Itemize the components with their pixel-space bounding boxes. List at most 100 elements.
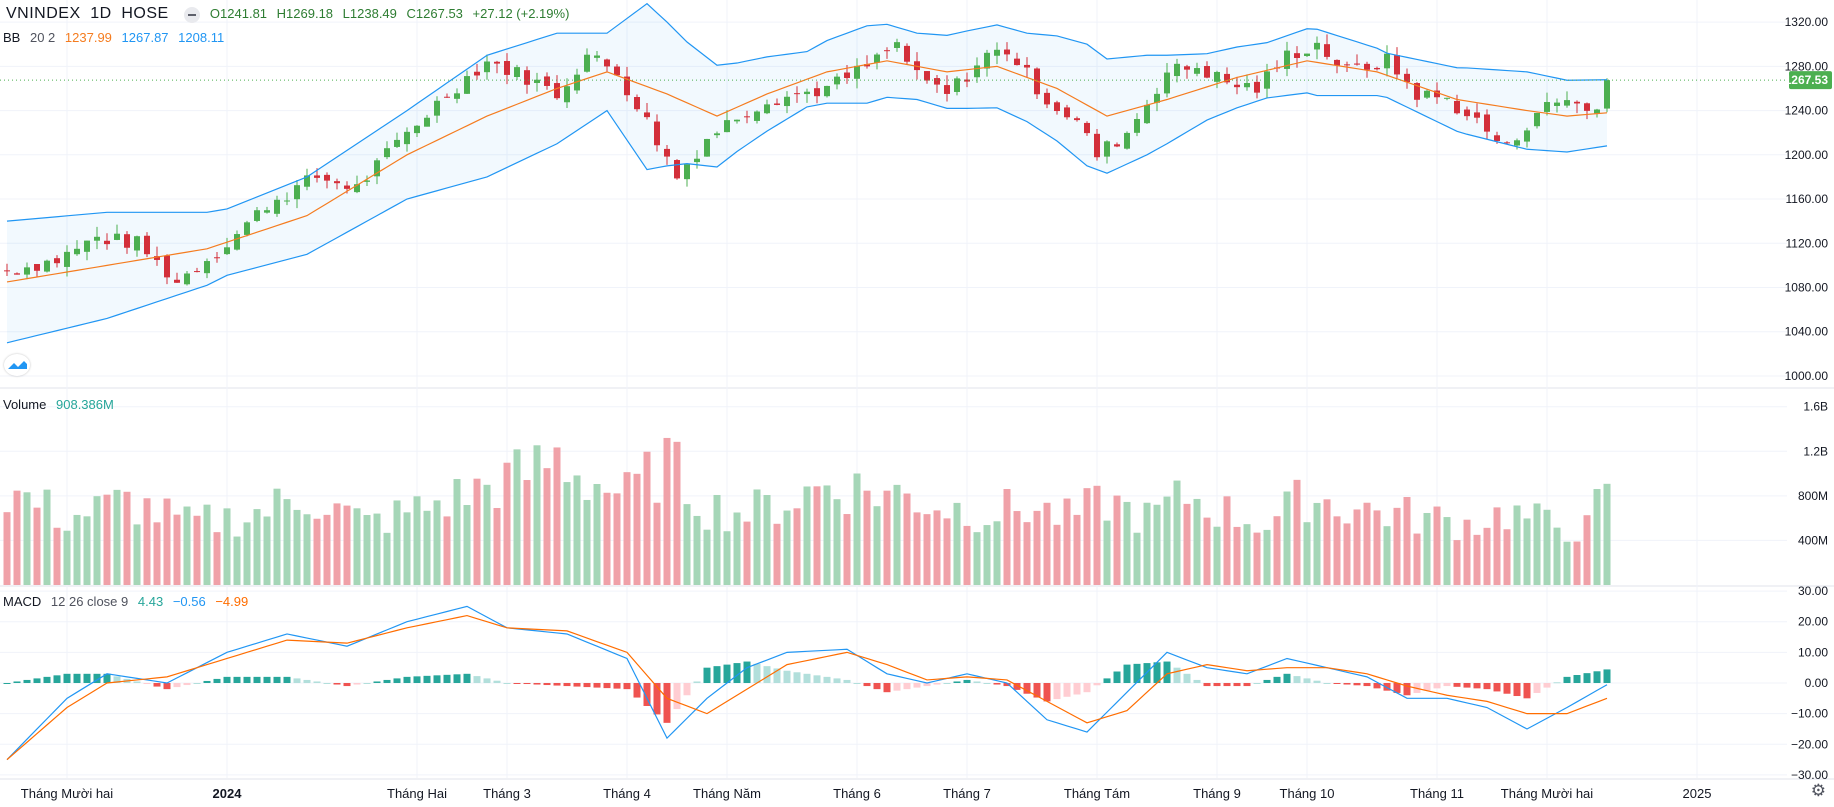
interval[interactable]: 1D <box>90 5 112 22</box>
candle-body <box>1354 63 1360 65</box>
macd-histogram-bar <box>243 676 251 683</box>
macd-histogram-bar <box>923 683 931 687</box>
x-tick-label: Tháng 11 <box>1410 786 1464 801</box>
candle-body <box>874 54 880 63</box>
minus-icon[interactable] <box>184 6 201 23</box>
macd-histogram-bar <box>153 683 161 687</box>
volume-bar <box>563 482 571 585</box>
candle-body <box>1064 107 1070 118</box>
volume-bar <box>1053 524 1061 585</box>
volume-bar <box>183 506 191 585</box>
candle-body <box>1544 102 1550 112</box>
volume-bar <box>1033 510 1041 585</box>
macd-histogram-bar <box>1363 683 1371 687</box>
candle-body <box>1374 67 1380 70</box>
legend-volume[interactable]: Volume 908.386M <box>3 397 120 412</box>
candle-body <box>644 112 650 118</box>
volume-bar <box>213 532 221 585</box>
candle-body <box>194 271 200 273</box>
volume-bar <box>1493 507 1501 585</box>
macd-histogram-bar <box>113 676 121 683</box>
macd-histogram-bar <box>23 679 31 683</box>
volume-bar <box>1293 479 1301 585</box>
symbol-name[interactable]: VNINDEX <box>6 5 81 22</box>
legend-bb[interactable]: BB 20 2 1237.99 1267.87 1208.11 <box>3 30 230 45</box>
candle-body <box>1504 142 1510 144</box>
candle-body <box>1154 93 1160 103</box>
candle-body <box>804 91 810 95</box>
volume-bar <box>693 515 701 585</box>
macd-histogram-bar <box>823 676 831 683</box>
volume-bar <box>423 510 431 585</box>
volume-bar <box>703 529 711 585</box>
candle-body <box>1224 73 1230 83</box>
volume-bar <box>323 514 331 585</box>
price-axes: 1000.00 1040.00 1080.00 1120.00 1160.00 1200.… <box>0 15 1832 782</box>
macd-histogram-bar <box>933 683 941 685</box>
volume-value: 908.386M <box>56 397 114 412</box>
volume-bar <box>553 447 561 585</box>
candle-body <box>734 119 740 122</box>
gear-icon[interactable]: ⚙ <box>1810 781 1826 800</box>
candle-body <box>454 93 460 99</box>
candle-body <box>924 71 930 81</box>
volume-bar <box>613 493 621 585</box>
macd-histogram-bar <box>343 683 351 687</box>
volume-bar <box>1243 524 1251 585</box>
volume-bar <box>1113 495 1121 585</box>
bb-params: 20 2 <box>29 30 56 45</box>
macd-histogram-bar <box>833 678 841 683</box>
volume-bar <box>723 531 731 585</box>
macd-histogram-bar <box>413 676 421 683</box>
volume-bar <box>1063 498 1071 585</box>
volume-bar <box>103 494 111 585</box>
macd-tick-label: −10.00 <box>1791 707 1828 721</box>
macd-histogram-bar <box>683 683 691 696</box>
candle-body <box>174 279 180 283</box>
macd-histogram-bar <box>353 683 361 685</box>
macd-histogram-bar <box>1493 683 1501 692</box>
volume-bar <box>653 502 661 585</box>
volume-tick-label: 1.2B <box>1803 444 1828 458</box>
macd-histogram-bar <box>1603 669 1611 683</box>
candle-body <box>934 78 940 85</box>
candle-body <box>694 158 700 163</box>
macd-histogram-bar <box>1103 678 1111 683</box>
volume-bar <box>223 508 231 585</box>
candle-body <box>904 45 910 62</box>
macd-histogram-bar <box>533 683 541 685</box>
macd-histogram-bar <box>323 683 331 684</box>
volume-bar <box>913 512 921 585</box>
bb-lower-value: 1208.11 <box>178 30 225 45</box>
macd-histogram-bar <box>1353 683 1361 686</box>
macd-pane <box>3 605 1611 761</box>
macd-histogram-bar <box>703 667 711 683</box>
price-tick-label: 1120.00 <box>1786 236 1829 250</box>
macd-histogram-bar <box>653 683 661 715</box>
macd-histogram-bar <box>273 676 281 683</box>
candle-body <box>894 42 900 48</box>
volume-bar <box>853 473 861 585</box>
candle-body <box>1054 102 1060 112</box>
candle-body <box>654 121 660 146</box>
legend-macd[interactable]: MACD 12 26 close 9 4.43 −0.56 −4.99 <box>3 594 254 609</box>
candle-body <box>1604 80 1610 109</box>
macd-histogram-bar <box>1283 673 1291 683</box>
macd-histogram-bar <box>403 676 411 683</box>
macd-histogram-bar <box>1443 683 1451 687</box>
volume-bar <box>303 514 311 585</box>
macd-histogram-bar <box>563 683 571 687</box>
macd-histogram-bar <box>63 673 71 683</box>
candle-body <box>414 125 420 134</box>
macd-histogram-bar <box>13 681 21 683</box>
volume-bar <box>483 484 491 585</box>
volume-bar <box>93 496 101 585</box>
macd-histogram-bar <box>1463 683 1471 688</box>
macd-histogram-bar <box>1023 683 1031 694</box>
tradingview-logo-icon[interactable] <box>4 354 30 376</box>
x-tick-label: Tháng 7 <box>943 786 991 801</box>
candle-body <box>1094 133 1100 158</box>
macd-histogram-bar <box>3 683 11 684</box>
macd-histogram-bar <box>283 676 291 683</box>
